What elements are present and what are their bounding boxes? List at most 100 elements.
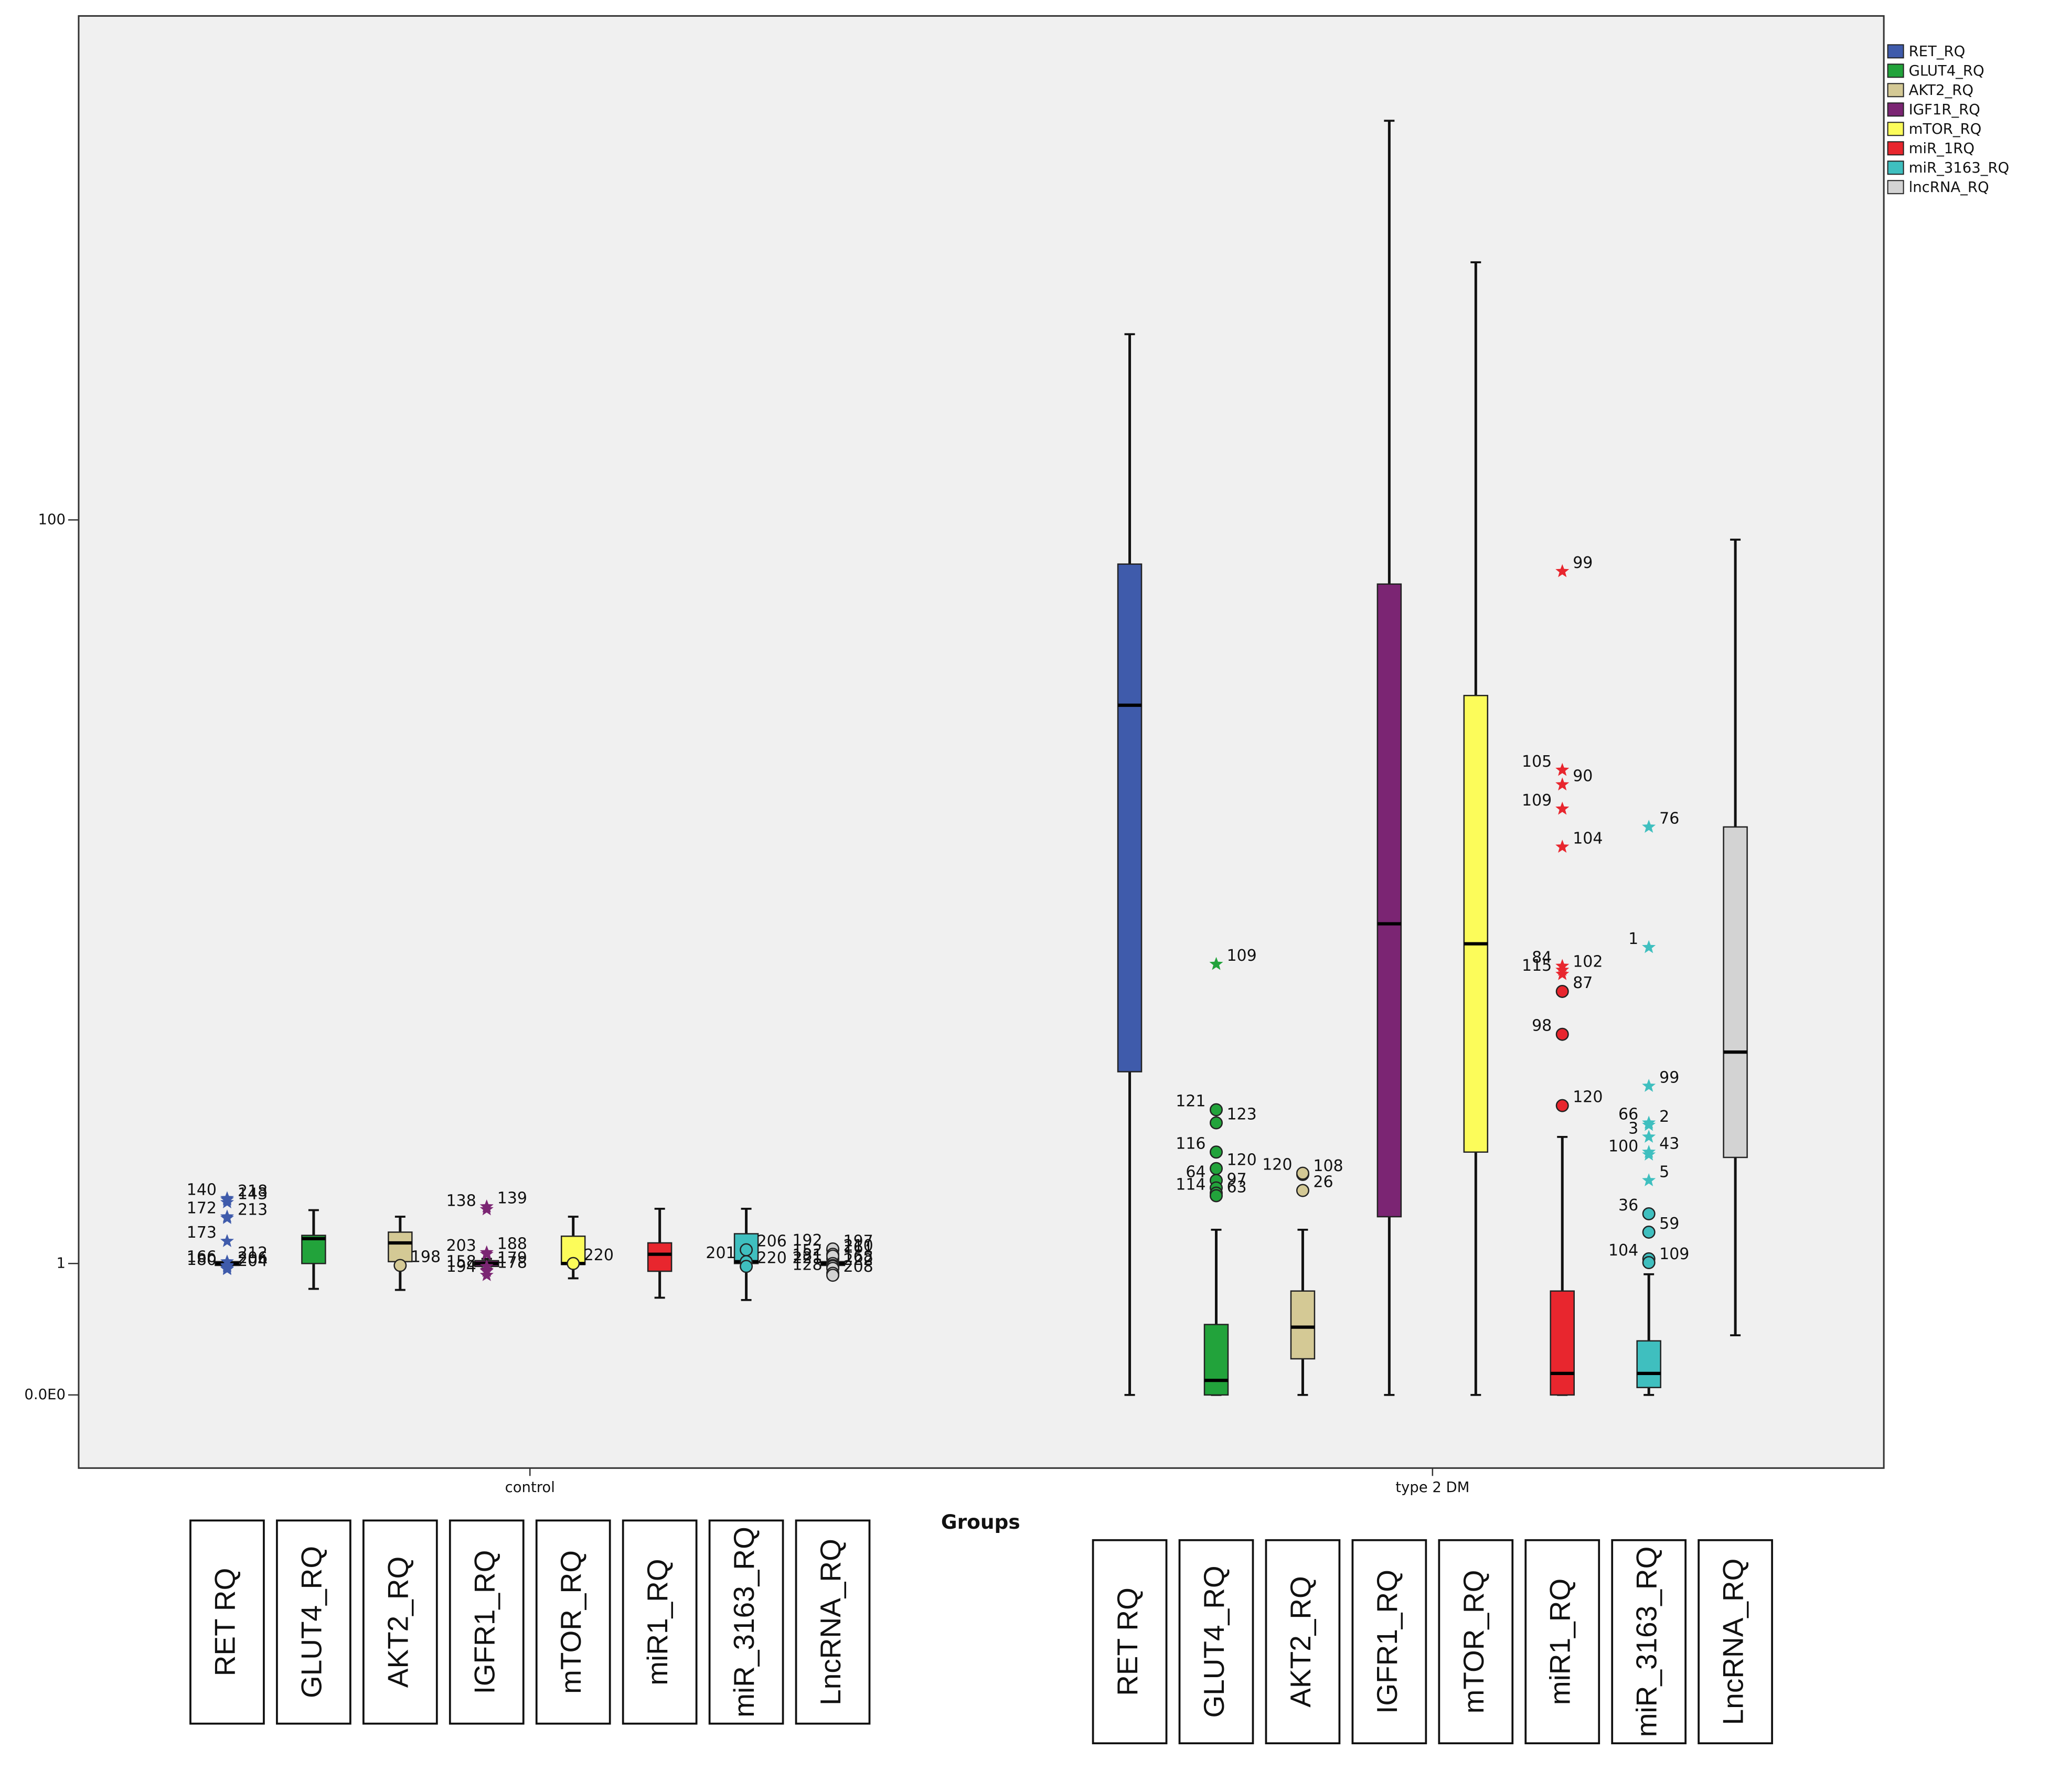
annotation-label: miR1_RQ (1544, 1579, 1576, 1705)
outlier-label: 139 (497, 1189, 527, 1207)
legend-label: miR_3163_RQ (1909, 159, 2010, 176)
outlier-label: 109 (1659, 1245, 1689, 1263)
outlier-label: 99 (1659, 1068, 1679, 1087)
annotation-label: GLUT4_RQ (1198, 1565, 1230, 1718)
outlier-label: 208 (844, 1258, 873, 1276)
annotation-box (1178, 1539, 1254, 1745)
outlier-label: 222 (844, 1251, 873, 1269)
outlier-star (1642, 820, 1656, 833)
outlier-star (1642, 1118, 1656, 1131)
outlier-star (220, 1195, 234, 1208)
outlier-label: 64 (1186, 1163, 1205, 1181)
annotation-box (189, 1519, 265, 1725)
outlier-label: 104 (1608, 1241, 1638, 1260)
plot-area (78, 15, 1885, 1469)
legend-swatch (1887, 122, 1904, 136)
outlier-label: 178 (497, 1254, 527, 1272)
outlier-circle (1209, 1162, 1223, 1175)
legend-swatch (1887, 160, 1904, 175)
outlier-circle (1209, 1189, 1223, 1203)
outlier-star (220, 1211, 234, 1225)
outlier-star (1642, 1147, 1656, 1161)
outlier-star (1642, 1130, 1656, 1143)
outlier-label: 188 (497, 1235, 527, 1253)
outlier-label: 84 (1532, 949, 1552, 967)
outlier-label: 194 (446, 1258, 476, 1276)
outlier-circle (740, 1260, 753, 1273)
legend-swatch (1887, 44, 1904, 59)
legend-label: IGF1R_RQ (1909, 101, 1980, 118)
box (1636, 1340, 1661, 1388)
outlier-label: 218 (238, 1182, 268, 1200)
outlier-label: 203 (446, 1237, 476, 1255)
outlier-label: 198 (411, 1248, 441, 1266)
box (1376, 583, 1402, 1218)
outlier-label: 220 (757, 1249, 787, 1267)
outlier-label: 63 (1226, 1178, 1246, 1196)
outlier-label: 138 (446, 1192, 476, 1210)
legend-label: GLUT4_RQ (1909, 62, 1984, 79)
outlier-label: 152 (792, 1241, 822, 1260)
outlier-star (1642, 940, 1656, 953)
outlier-star (220, 1233, 234, 1247)
annotation-box (795, 1519, 871, 1725)
outlier-circle (393, 1259, 407, 1272)
outlier-label: 98 (1532, 1017, 1552, 1035)
legend-swatch (1887, 63, 1904, 78)
annotation-label: LncRNA_RQ (814, 1539, 847, 1705)
annotation-box (1524, 1539, 1600, 1745)
legend-label: lncRNA_RQ (1909, 179, 1989, 196)
outlier-circle (1209, 1103, 1223, 1117)
annotation-box (1438, 1539, 1514, 1745)
outlier-star (479, 1202, 494, 1216)
y-tick-label: 100 (38, 511, 66, 528)
annotation-label: mTOR_RQ (554, 1550, 587, 1694)
annotation-label: miR_3163_RQ (1630, 1547, 1663, 1737)
outlier-label: 158 (446, 1253, 476, 1271)
outlier-label: 97 (1226, 1171, 1246, 1189)
annotation-label: miR1_RQ (641, 1559, 674, 1685)
outlier-label: 116 (1176, 1134, 1205, 1153)
outlier-label: 109 (1522, 791, 1552, 810)
annotation-label: RET RQ (208, 1568, 241, 1677)
outlier-label: 123 (1226, 1106, 1256, 1124)
legend-swatch (1887, 83, 1904, 98)
annotation-box (1698, 1539, 1773, 1745)
outlier-label: 173 (187, 1224, 217, 1242)
outlier-label: 192 (792, 1231, 822, 1250)
outlier-star (1555, 840, 1570, 853)
outlier-label: 197 (844, 1232, 873, 1251)
outlier-label: 109 (1226, 947, 1256, 965)
outlier-circle (1555, 1099, 1569, 1112)
outlier-label: 26 (1313, 1173, 1333, 1192)
outlier-label: 43 (1659, 1134, 1679, 1153)
annotation-box (1351, 1539, 1427, 1745)
annotation-label: AKT2_RQ (381, 1557, 414, 1688)
annotation-box (535, 1519, 611, 1725)
outlier-circle (1642, 1256, 1656, 1269)
annotation-label: GLUT4_RQ (295, 1546, 327, 1698)
outlier-label: 213 (238, 1200, 268, 1219)
annotation-label: miR_3163_RQ (728, 1527, 760, 1718)
outlier-label: 114 (1176, 1175, 1205, 1194)
outlier-label: 220 (584, 1246, 614, 1264)
outlier-circle (1209, 1116, 1223, 1130)
outlier-label: 206 (238, 1249, 268, 1267)
outlier-label: 166 (187, 1248, 217, 1266)
outlier-star (1555, 564, 1570, 577)
outlier-star (1555, 777, 1570, 791)
annotation-box (449, 1519, 525, 1725)
outlier-label: 36 (1618, 1196, 1638, 1215)
outlier-label: 2 (1659, 1108, 1669, 1126)
annotation-box (708, 1519, 784, 1725)
outlier-label: 99 (1573, 554, 1593, 572)
box (388, 1231, 413, 1262)
y-tick-label: 0.0E0 (24, 1386, 66, 1403)
outlier-label: 102 (1573, 952, 1603, 971)
annotation-box (622, 1519, 698, 1725)
outlier-label: 206 (757, 1232, 787, 1251)
outlier-star (220, 1262, 234, 1275)
outlier-star (479, 1247, 494, 1260)
annotation-box (362, 1519, 438, 1725)
